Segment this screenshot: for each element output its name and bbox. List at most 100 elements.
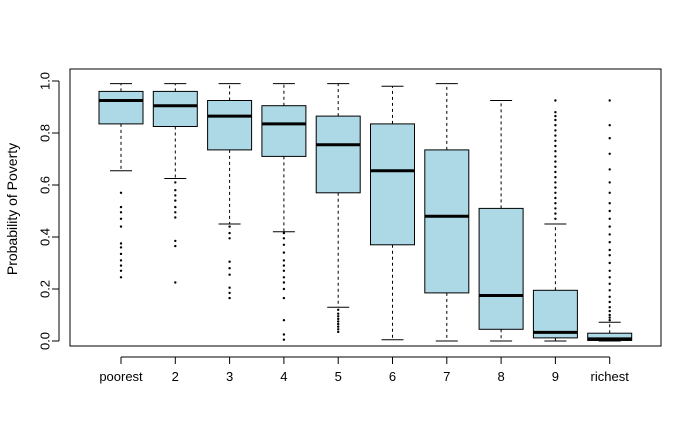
- outlier-point: [282, 231, 286, 235]
- outlier-point: [282, 281, 286, 284]
- outlier-point: [608, 152, 611, 155]
- outlier-point: [554, 181, 557, 184]
- box-4: [261, 83, 307, 341]
- outlier-point: [554, 202, 557, 205]
- outlier-point: [337, 328, 340, 331]
- outlier-point: [608, 168, 611, 171]
- outlier-point: [554, 165, 557, 168]
- outlier-point: [228, 296, 231, 300]
- box-3: [207, 83, 253, 300]
- outlier-point: [608, 124, 611, 127]
- iqr-box: [587, 332, 633, 341]
- outlier-point: [282, 333, 286, 336]
- outlier-point: [554, 118, 557, 122]
- outlier-point: [554, 150, 557, 153]
- outlier-point: [608, 300, 611, 304]
- outlier-point: [282, 237, 286, 240]
- outlier-point: [337, 325, 340, 328]
- outlier-point: [228, 273, 231, 276]
- outlier-point: [554, 155, 557, 158]
- iqr-box: [315, 115, 361, 194]
- iqr-box: [478, 207, 524, 330]
- outlier-point: [282, 259, 286, 262]
- outlier-point: [608, 233, 611, 236]
- outlier-point: [554, 217, 557, 220]
- outlier-point: [337, 312, 340, 315]
- iqr-box: [370, 123, 415, 246]
- iqr-box: [424, 149, 470, 294]
- outlier-point: [554, 124, 557, 127]
- box-7: [424, 83, 470, 342]
- outlier-point: [608, 309, 611, 313]
- outlier-point: [174, 194, 177, 197]
- outlier-point: [608, 282, 611, 285]
- outlier-point: [608, 225, 611, 228]
- box-5: [315, 83, 361, 334]
- outlier-point: [608, 254, 611, 257]
- outlier-point: [119, 252, 123, 256]
- outlier-point: [282, 243, 286, 246]
- outlier-point: [282, 269, 286, 272]
- outlier-point: [119, 264, 123, 267]
- outlier-point: [337, 315, 340, 318]
- outlier-point: [119, 225, 123, 228]
- outlier-point: [337, 330, 340, 334]
- y-tick-label: 0.4: [38, 228, 53, 246]
- x-tick-label: richest: [591, 369, 630, 384]
- outlier-point: [554, 139, 557, 142]
- outlier-point: [282, 287, 286, 291]
- box-2: [152, 83, 198, 284]
- x-tick-label: 4: [280, 369, 287, 384]
- outlier-point: [228, 260, 231, 263]
- x-tick-label: 6: [389, 369, 396, 384]
- outlier-point: [608, 191, 611, 194]
- iqr-box: [532, 289, 578, 339]
- outlier-point: [174, 205, 177, 209]
- box-8: [478, 100, 524, 342]
- outlier-point: [119, 259, 123, 262]
- outlier-point: [119, 191, 123, 194]
- outlier-point: [554, 186, 557, 189]
- outlier-point: [282, 264, 286, 267]
- x-tick-label: 5: [335, 369, 342, 384]
- x-tick-label: poorest: [99, 369, 143, 384]
- outlier-point: [554, 114, 557, 118]
- box-6: [370, 85, 415, 341]
- x-tick-label: 3: [226, 369, 233, 384]
- outlier-point: [554, 196, 557, 200]
- outlier-point: [228, 225, 231, 228]
- y-tick-label: 0.0: [38, 332, 53, 350]
- outlier-point: [228, 231, 231, 235]
- outlier-point: [174, 199, 177, 202]
- outlier-point: [608, 137, 611, 140]
- outlier-point: [608, 261, 611, 265]
- outlier-point: [174, 189, 177, 192]
- x-tick-label: 7: [443, 369, 450, 384]
- outlier-point: [608, 319, 611, 322]
- plot-frame: [69, 68, 662, 347]
- iqr-box: [98, 90, 144, 125]
- outlier-point: [174, 239, 177, 243]
- outlier-point: [608, 209, 611, 213]
- outlier-point: [337, 322, 340, 326]
- outlier-point: [608, 313, 611, 317]
- outlier-point: [282, 338, 286, 341]
- outlier-point: [228, 237, 231, 240]
- outlier-point: [554, 99, 557, 102]
- x-tick-label: 2: [172, 369, 179, 384]
- outlier-point: [337, 317, 340, 321]
- outlier-point: [554, 134, 557, 137]
- outlier-point: [608, 217, 611, 220]
- outlier-point: [228, 267, 231, 270]
- y-axis: 0.0 0.2 0.4 0.6 0.8 1.0: [38, 72, 60, 350]
- outlier-point: [282, 251, 286, 254]
- iqr-box: [261, 105, 307, 157]
- outlier-point: [554, 111, 557, 114]
- outlier-point: [608, 99, 611, 102]
- outlier-point: [282, 296, 286, 300]
- outlier-point: [608, 241, 611, 244]
- iqr-box: [152, 90, 198, 127]
- outlier-point: [228, 286, 231, 289]
- x-tick-label: 8: [497, 369, 504, 384]
- outlier-point: [337, 308, 340, 311]
